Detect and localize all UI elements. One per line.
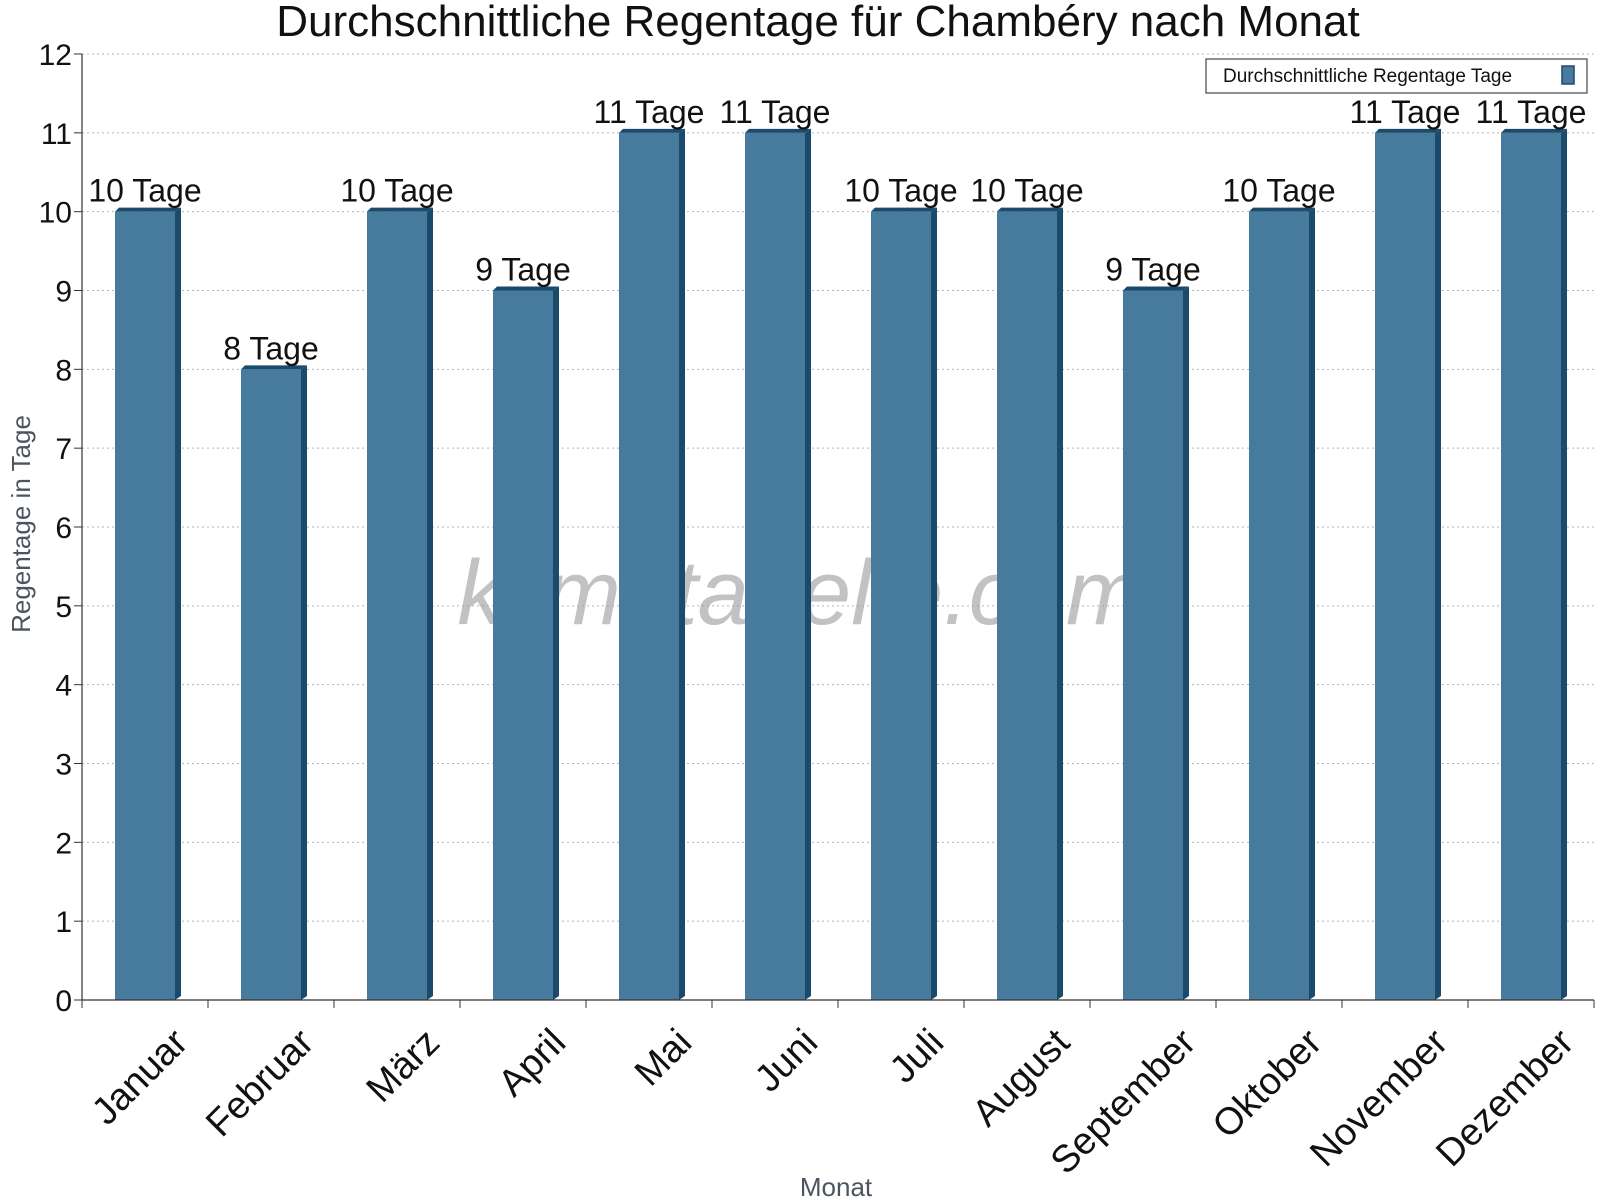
- y-tick-label: 1: [55, 906, 72, 939]
- bar-November: [1375, 128, 1441, 1001]
- bar-Oktober: [1249, 207, 1315, 1000]
- bar-front: [367, 211, 427, 1000]
- bar-front: [1501, 132, 1561, 1001]
- bar-side: [931, 207, 937, 1000]
- bar-front: [1123, 290, 1183, 1000]
- y-tick-label: 9: [55, 276, 72, 309]
- y-tick-label: 3: [55, 749, 72, 782]
- chart-title: Durchschnittliche Regentage für Chambéry…: [276, 0, 1359, 46]
- bar-side: [1309, 207, 1315, 1000]
- x-tick-label: Februar: [198, 1021, 322, 1145]
- data-label: 11 Tage: [1476, 94, 1587, 130]
- bar-Januar: [115, 207, 181, 1000]
- bar-top: [241, 365, 307, 370]
- bar-side: [805, 128, 811, 1001]
- bar-side: [175, 207, 181, 1000]
- bar-top: [493, 286, 559, 291]
- y-tick-label: 11: [41, 118, 72, 151]
- bar-side: [1561, 128, 1567, 1001]
- data-label: 8 Tage: [223, 330, 319, 366]
- y-tick-label: 6: [55, 512, 72, 545]
- bar-top: [1375, 128, 1441, 133]
- bar-April: [493, 286, 559, 1000]
- bar-front: [997, 211, 1057, 1000]
- data-label: 10 Tage: [970, 173, 1083, 209]
- bar-März: [367, 207, 433, 1000]
- bar-front: [745, 132, 805, 1001]
- bar-side: [679, 128, 685, 1001]
- bar-top: [367, 207, 433, 212]
- x-tick-label: August: [965, 1021, 1079, 1135]
- y-tick-label: 8: [55, 354, 72, 387]
- y-tick-label: 2: [55, 827, 72, 860]
- data-label: 9 Tage: [1105, 252, 1201, 288]
- bar-side: [1183, 286, 1189, 1000]
- bar-top: [619, 128, 685, 133]
- x-tick-label: März: [359, 1021, 448, 1110]
- x-tick-label: Juli: [882, 1021, 952, 1091]
- data-label: 10 Tage: [340, 173, 453, 209]
- x-axis-title: Monat: [800, 1172, 873, 1200]
- x-tick-label: Mai: [627, 1021, 700, 1094]
- bar-top: [1501, 128, 1567, 133]
- data-label: 10 Tage: [1222, 173, 1335, 209]
- bar-August: [997, 207, 1063, 1000]
- bar-front: [1249, 211, 1309, 1000]
- bar-side: [1057, 207, 1063, 1000]
- data-labels: 10 Tage 8 Tage 10 Tage 9 Tage 11 Tage 11 Tage…: [88, 94, 1586, 367]
- bar-front: [115, 211, 175, 1000]
- bar-September: [1123, 286, 1189, 1000]
- data-label: 9 Tage: [475, 252, 571, 288]
- data-label: 11 Tage: [720, 94, 831, 130]
- y-tick-label: 0: [55, 985, 72, 1018]
- bar-top: [745, 128, 811, 133]
- data-label: 11 Tage: [594, 94, 705, 130]
- x-tick-label: November: [1302, 1021, 1456, 1175]
- bar-side: [1435, 128, 1441, 1001]
- data-label: 10 Tage: [88, 173, 201, 209]
- y-tick-label: 12: [39, 39, 72, 72]
- bar-Juli: [871, 207, 937, 1000]
- bar-front: [871, 211, 931, 1000]
- y-tick-label: 7: [55, 433, 72, 466]
- bar-Dezember: [1501, 128, 1567, 1001]
- bar-front: [241, 369, 301, 1000]
- x-tick-label: Dezember: [1428, 1021, 1582, 1175]
- axes: [74, 53, 1595, 1008]
- x-tick-label: Oktober: [1205, 1021, 1331, 1147]
- legend: Durchschnittliche Regentage Tage: [1205, 58, 1588, 94]
- bar-Februar: [241, 365, 307, 1000]
- bar-top: [1123, 286, 1189, 291]
- bar-side: [427, 207, 433, 1000]
- gridlines: [82, 53, 1594, 922]
- bar-top: [1249, 207, 1315, 212]
- bar-front: [1375, 132, 1435, 1001]
- y-tick-label: 10: [39, 197, 72, 230]
- y-tick-label: 5: [55, 591, 72, 624]
- data-label: 11 Tage: [1350, 94, 1461, 130]
- bar-Mai: [619, 128, 685, 1001]
- bar-top: [997, 207, 1063, 212]
- x-tick-labels: Januar Februar März April Mai Juni Juli AugustS…: [84, 1021, 1582, 1182]
- legend-box: [1205, 58, 1588, 94]
- bar-front: [619, 132, 679, 1001]
- bar-top: [871, 207, 937, 212]
- data-label: 10 Tage: [844, 173, 957, 209]
- legend-swatch: [1561, 65, 1575, 85]
- y-tick-label: 4: [55, 670, 72, 703]
- x-tick-label: April: [491, 1021, 574, 1104]
- bar-Juni: [745, 128, 811, 1001]
- bar-side: [301, 365, 307, 1000]
- bars: [115, 128, 1567, 1001]
- x-tick-label: Juni: [747, 1021, 826, 1100]
- bar-top: [115, 207, 181, 212]
- y-axis-title: Regentage in Tage: [6, 415, 36, 633]
- bar-front: [493, 290, 553, 1000]
- x-tick-label: Januar: [84, 1021, 196, 1133]
- legend-label: Durchschnittliche Regentage Tage: [1223, 66, 1512, 87]
- bar-side: [553, 286, 559, 1000]
